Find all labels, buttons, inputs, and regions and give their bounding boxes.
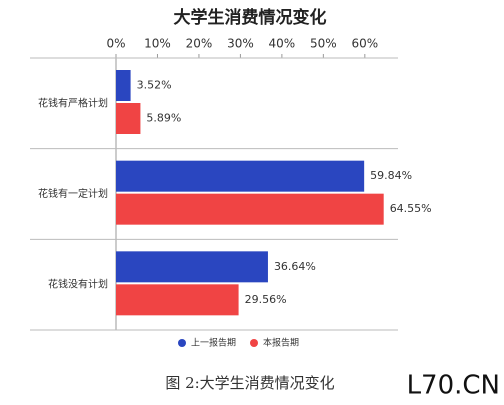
x-tick-label: 20% [186, 37, 213, 51]
caption: 图 2:大学生消费情况变化 [165, 374, 334, 392]
y-tick-label: 花钱有严格计划 [38, 96, 108, 109]
legend-swatch [178, 339, 186, 347]
bar [116, 103, 141, 134]
x-tick-label: 60% [351, 37, 378, 51]
value-label: 29.56% [245, 293, 287, 306]
y-tick-label: 花钱没有计划 [48, 278, 108, 291]
watermark: L70.CN [407, 371, 500, 401]
legend-label: 本报告期 [263, 337, 299, 349]
value-label: 36.64% [274, 260, 316, 273]
value-label: 3.52% [137, 79, 172, 92]
chart-title: 大学生消费情况变化 [174, 7, 327, 28]
legend-label: 上一报告期 [191, 337, 236, 349]
bar [116, 251, 268, 283]
bar [116, 70, 131, 101]
value-label: 64.55% [390, 202, 432, 215]
value-label: 5.89% [146, 112, 181, 125]
value-label: 59.84% [370, 169, 412, 182]
x-tick-label: 50% [310, 37, 337, 51]
legend-swatch [250, 339, 258, 347]
y-tick-label: 花钱有一定计划 [38, 187, 108, 200]
x-tick-label: 0% [106, 37, 125, 51]
x-tick-label: 10% [144, 37, 171, 51]
x-tick-label: 40% [269, 37, 296, 51]
bar [116, 284, 239, 316]
bar [116, 193, 384, 225]
x-tick-label: 30% [227, 37, 254, 51]
bar [116, 160, 365, 192]
